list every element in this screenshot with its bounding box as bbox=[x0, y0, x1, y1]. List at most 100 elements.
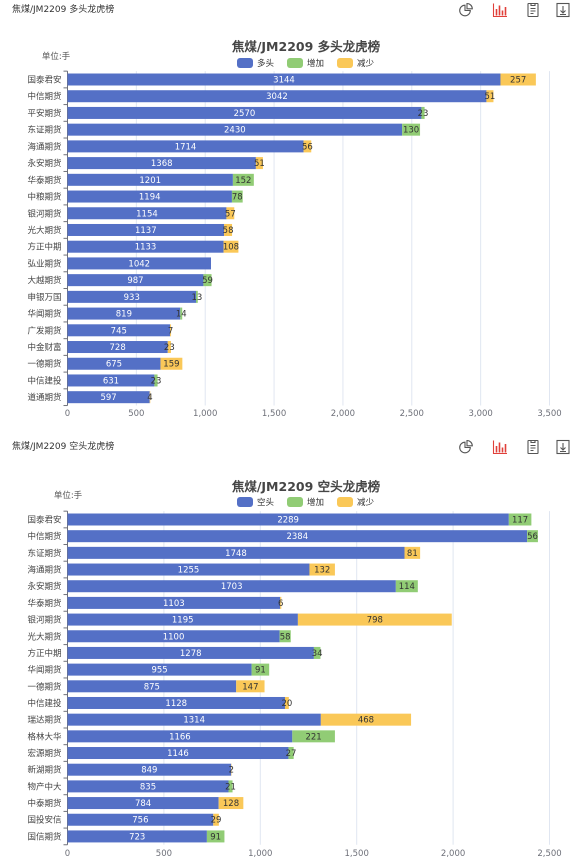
category-label: 中粮期货 bbox=[27, 192, 62, 203]
position-bar[interactable] bbox=[67, 257, 211, 270]
decrease-bar[interactable] bbox=[170, 324, 172, 337]
decrease-bar[interactable] bbox=[500, 73, 536, 86]
increase-bar[interactable] bbox=[228, 780, 233, 793]
position-bar[interactable] bbox=[67, 563, 310, 576]
document-icon[interactable] bbox=[525, 2, 541, 18]
legend-item-position[interactable]: 多头 bbox=[237, 58, 275, 69]
position-bar[interactable] bbox=[67, 157, 256, 170]
position-bar[interactable] bbox=[67, 106, 422, 119]
increase-bar[interactable] bbox=[292, 730, 335, 743]
decrease-bar[interactable] bbox=[223, 240, 239, 253]
position-bar[interactable] bbox=[67, 797, 219, 810]
position-bar[interactable] bbox=[67, 307, 181, 320]
increase-bar[interactable] bbox=[421, 106, 425, 119]
position-bar[interactable] bbox=[67, 190, 232, 203]
position-bar[interactable] bbox=[67, 613, 298, 626]
increase-bar[interactable] bbox=[206, 830, 225, 843]
pie-chart-icon[interactable] bbox=[458, 2, 474, 18]
increase-bar[interactable] bbox=[195, 290, 198, 303]
download-icon[interactable] bbox=[555, 439, 571, 455]
position-bar[interactable] bbox=[67, 513, 509, 526]
increase-bar[interactable] bbox=[231, 190, 243, 203]
position-bar[interactable] bbox=[67, 530, 528, 543]
position-bar[interactable] bbox=[67, 73, 501, 86]
decrease-bar[interactable] bbox=[255, 157, 263, 170]
position-value-label: 1133 bbox=[135, 243, 157, 253]
position-bar[interactable] bbox=[67, 324, 171, 337]
position-bar[interactable] bbox=[67, 630, 280, 643]
position-bar[interactable] bbox=[67, 374, 155, 387]
decrease-bar[interactable] bbox=[284, 696, 289, 709]
bar-row: 一德期货 675 159 bbox=[27, 357, 183, 370]
position-bar[interactable] bbox=[67, 140, 304, 153]
decrease-bar[interactable] bbox=[280, 596, 282, 609]
position-bar[interactable] bbox=[67, 730, 293, 743]
position-bar[interactable] bbox=[67, 274, 204, 287]
position-bar[interactable] bbox=[67, 780, 229, 793]
position-bar[interactable] bbox=[67, 696, 285, 709]
decrease-bar[interactable] bbox=[303, 140, 312, 153]
decrease-bar[interactable] bbox=[224, 223, 233, 236]
decrease-bar[interactable] bbox=[486, 90, 494, 103]
category-label: 海通期货 bbox=[27, 141, 62, 152]
position-bar[interactable] bbox=[67, 646, 314, 659]
decrease-bar[interactable] bbox=[320, 713, 412, 726]
position-bar[interactable] bbox=[67, 763, 232, 776]
decrease-bar[interactable] bbox=[167, 341, 171, 354]
position-bar[interactable] bbox=[67, 680, 237, 693]
decrease-bar[interactable] bbox=[297, 613, 452, 626]
increase-bar[interactable] bbox=[251, 663, 270, 676]
category-label: 华闻期货 bbox=[27, 665, 62, 676]
increase-bar[interactable] bbox=[313, 646, 321, 659]
increase-bar[interactable] bbox=[508, 513, 532, 526]
increase-bar[interactable] bbox=[527, 530, 538, 543]
document-icon[interactable] bbox=[525, 439, 541, 455]
increase-bar[interactable] bbox=[232, 173, 254, 186]
position-bar[interactable] bbox=[67, 546, 405, 559]
position-bar[interactable] bbox=[67, 123, 403, 136]
decrease-bar[interactable] bbox=[309, 563, 335, 576]
position-bar[interactable] bbox=[67, 341, 168, 354]
download-icon[interactable] bbox=[555, 2, 571, 18]
increase-bar[interactable] bbox=[180, 307, 183, 320]
position-bar[interactable] bbox=[67, 830, 207, 843]
decrease-bar[interactable] bbox=[218, 797, 244, 810]
decrease-bar[interactable] bbox=[404, 546, 421, 559]
position-bar[interactable] bbox=[67, 90, 487, 103]
legend-item-decrease[interactable]: 减少 bbox=[337, 58, 375, 69]
decrease-bar[interactable] bbox=[213, 813, 219, 826]
decrease-bar[interactable] bbox=[226, 207, 235, 220]
pie-chart-icon[interactable] bbox=[458, 439, 474, 455]
increase-bar[interactable] bbox=[395, 580, 418, 593]
position-bar[interactable] bbox=[67, 240, 224, 253]
increase-bar[interactable] bbox=[203, 274, 212, 287]
position-bar[interactable] bbox=[67, 290, 196, 303]
bar-row: 华闻期货 955 91 bbox=[27, 663, 270, 676]
increase-bar[interactable] bbox=[154, 374, 158, 387]
bar-chart-icon[interactable] bbox=[492, 439, 508, 455]
legend-item-decrease[interactable]: 减少 bbox=[337, 497, 375, 508]
position-bar[interactable] bbox=[67, 207, 227, 220]
bar-chart-icon[interactable] bbox=[492, 2, 508, 18]
legend-item-position[interactable]: 空头 bbox=[237, 497, 275, 508]
decrease-bar[interactable] bbox=[149, 391, 151, 404]
position-bar[interactable] bbox=[67, 391, 150, 404]
position-bar[interactable] bbox=[67, 580, 396, 593]
increase-bar[interactable] bbox=[402, 123, 421, 136]
position-value-label: 1154 bbox=[136, 209, 158, 219]
position-bar[interactable] bbox=[67, 357, 161, 370]
decrease-bar[interactable] bbox=[160, 357, 183, 370]
legend-item-increase[interactable]: 增加 bbox=[287, 58, 324, 69]
category-label: 银河期货 bbox=[27, 208, 62, 219]
position-bar[interactable] bbox=[67, 173, 233, 186]
decrease-bar[interactable] bbox=[236, 680, 265, 693]
position-bar[interactable] bbox=[67, 713, 321, 726]
position-bar[interactable] bbox=[67, 747, 289, 760]
position-bar[interactable] bbox=[67, 596, 281, 609]
legend-item-increase[interactable]: 增加 bbox=[287, 497, 324, 508]
increase-bar[interactable] bbox=[288, 747, 294, 760]
increase-bar[interactable] bbox=[279, 630, 291, 643]
position-bar[interactable] bbox=[67, 223, 225, 236]
position-bar[interactable] bbox=[67, 663, 252, 676]
position-bar[interactable] bbox=[67, 813, 214, 826]
